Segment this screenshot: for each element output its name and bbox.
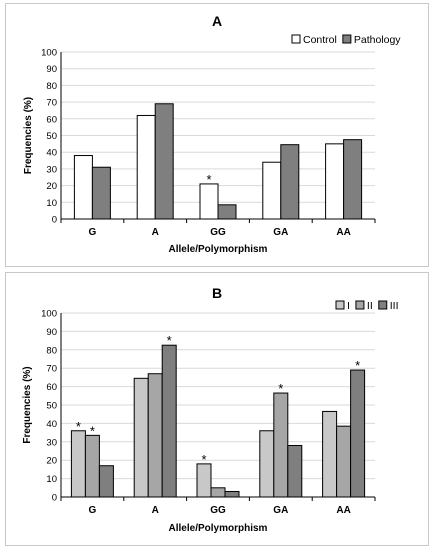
y-axis-title: Frequencies (%) xyxy=(22,366,33,443)
bar-iii-a xyxy=(161,344,177,498)
bar-control-g xyxy=(73,155,93,220)
y-tick-label: 100 xyxy=(41,48,57,59)
bar-i-aa xyxy=(322,410,338,498)
y-tick-label: 90 xyxy=(46,64,57,75)
chart-panel-b: B 0 10 20 30 40 50 60 70 80 90 100 G A GG GA AA * * * * * * All… xyxy=(5,272,429,546)
bar-i-gg xyxy=(196,463,212,498)
bar-ii-a xyxy=(147,373,163,498)
y-tick-label: 0 xyxy=(52,493,57,504)
y-tick-label: 100 xyxy=(41,309,57,320)
significance-star: * xyxy=(206,172,211,187)
bar-i-a xyxy=(133,377,149,498)
bar-control-a xyxy=(136,114,156,220)
x-tick-label: A xyxy=(152,227,159,238)
bar-control-aa xyxy=(325,143,345,220)
bar-pathology-g xyxy=(91,166,111,220)
bar-i-g xyxy=(70,430,86,498)
x-axis-title: Allele/Polymorphism xyxy=(169,523,268,534)
legend-label-pathology: Pathology xyxy=(354,34,401,46)
bar-control-gg xyxy=(199,183,219,220)
legend-swatch-control xyxy=(291,34,301,44)
y-tick-label: 10 xyxy=(46,474,57,485)
y-tick-label: 10 xyxy=(46,198,57,209)
y-tick-label: 90 xyxy=(46,327,57,338)
bar-iii-ga xyxy=(287,444,303,498)
bar-i-ga xyxy=(259,430,275,498)
significance-star: * xyxy=(76,419,81,434)
chart-title: A xyxy=(212,13,222,29)
significance-star: * xyxy=(355,358,360,373)
y-tick-label: 0 xyxy=(52,215,57,226)
bar-iii-g xyxy=(98,465,114,498)
y-tick-label: 50 xyxy=(46,131,57,142)
y-tick-label: 80 xyxy=(46,345,57,356)
bar-ii-ga xyxy=(273,392,289,498)
bar-iii-gg xyxy=(224,490,240,498)
x-tick-label: A xyxy=(152,505,159,516)
x-tick-label: G xyxy=(89,227,97,238)
x-tick-label: GG xyxy=(210,505,226,516)
x-tick-label: AA xyxy=(336,505,350,516)
y-tick-label: 20 xyxy=(46,456,57,467)
significance-star: * xyxy=(278,381,283,396)
legend-swatch-pathology xyxy=(342,34,352,44)
y-tick-label: 30 xyxy=(46,437,57,448)
y-tick-label: 40 xyxy=(46,419,57,430)
bar-control-ga xyxy=(262,161,282,220)
y-tick-label: 60 xyxy=(46,114,57,125)
bar-ii-g xyxy=(84,434,100,498)
x-tick-label: GA xyxy=(273,227,288,238)
legend-swatch-i xyxy=(335,300,345,310)
x-tick-label: AA xyxy=(336,227,350,238)
y-tick-label: 50 xyxy=(46,401,57,412)
bar-ii-gg xyxy=(210,487,226,498)
y-tick-label: 70 xyxy=(46,98,57,109)
y-tick-label: 40 xyxy=(46,148,57,159)
y-tick-label: 60 xyxy=(46,382,57,393)
x-tick-label: GA xyxy=(273,505,288,516)
significance-star: * xyxy=(167,333,172,348)
legend-label-control: Control xyxy=(303,34,337,46)
bar-ii-aa xyxy=(336,425,352,498)
legend-label-iii: III xyxy=(390,300,399,312)
x-tick-label: G xyxy=(89,505,97,516)
y-tick-label: 20 xyxy=(46,181,57,192)
chart-title: B xyxy=(212,285,222,301)
legend-label-ii: II xyxy=(367,300,373,312)
bar-pathology-gg xyxy=(217,204,237,220)
bar-pathology-ga xyxy=(280,144,300,220)
y-tick-label: 80 xyxy=(46,81,57,92)
bar-pathology-a xyxy=(154,103,174,220)
significance-star: * xyxy=(201,452,206,467)
y-axis-title: Frequencies (%) xyxy=(23,97,34,174)
legend-label-i: I xyxy=(347,300,350,312)
bar-iii-aa xyxy=(350,369,366,498)
chart-panel-a: A 0 10 20 30 40 50 60 70 80 90 100 G A GG GA AA * Allele/P… xyxy=(5,3,429,267)
y-tick-label: 70 xyxy=(46,364,57,375)
y-tick-label: 30 xyxy=(46,164,57,175)
legend-swatch-ii xyxy=(355,300,365,310)
x-axis-title: Allele/Polymorphism xyxy=(169,244,268,255)
x-tick-label: GG xyxy=(210,227,226,238)
legend-swatch-iii xyxy=(378,300,388,310)
bar-pathology-aa xyxy=(343,139,363,220)
significance-star: * xyxy=(90,423,95,438)
